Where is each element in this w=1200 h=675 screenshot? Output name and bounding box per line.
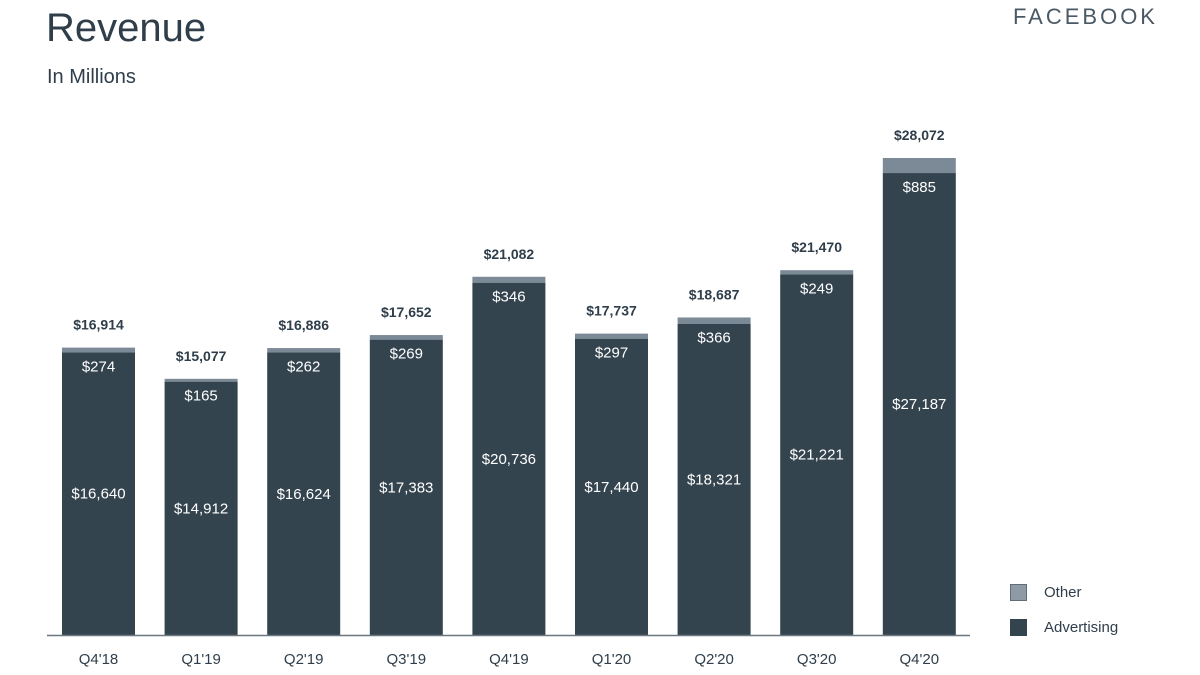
- x-tick-label: Q1'20: [592, 651, 632, 668]
- data-label-advertising: $16,640: [71, 486, 125, 503]
- bar-other: [575, 333, 648, 339]
- data-label-total: $28,072: [894, 127, 945, 143]
- data-label-total: $17,652: [381, 304, 432, 320]
- bar-advertising: [677, 323, 751, 635]
- data-label-other: $269: [390, 346, 423, 363]
- x-tick-label: Q4'18: [79, 651, 119, 668]
- x-tick-label: Q3'20: [797, 651, 837, 668]
- data-label-other: $346: [492, 289, 525, 306]
- bar-other: [882, 158, 956, 174]
- data-label-other: $262: [287, 359, 320, 376]
- data-label-advertising: $18,321: [687, 471, 741, 488]
- legend-item-advertising: Advertising: [1010, 618, 1118, 636]
- brand-logo: FACEBOOK: [1012, 4, 1158, 29]
- bar-advertising: [575, 338, 648, 635]
- bar-other: [164, 378, 238, 382]
- legend-swatch-other: [1010, 583, 1027, 601]
- data-label-total: $17,737: [586, 303, 637, 319]
- data-label-advertising: $16,624: [277, 486, 331, 503]
- data-label-other: $249: [800, 280, 833, 297]
- data-label-advertising: $17,383: [379, 479, 433, 496]
- data-label-advertising: $17,440: [584, 479, 638, 496]
- x-tick-label: Q2'19: [284, 651, 324, 668]
- chart-title: Revenue: [46, 6, 207, 50]
- bar-advertising: [472, 282, 546, 635]
- data-label-other: $297: [595, 345, 628, 362]
- x-tick-label: Q2'20: [694, 651, 734, 668]
- x-tick-label: Q1'19: [181, 651, 221, 668]
- legend-swatch-advertising: [1010, 618, 1027, 636]
- bar-advertising: [62, 352, 135, 635]
- chart-legend: Other Advertising: [1010, 583, 1118, 653]
- data-label-advertising: $14,912: [174, 500, 228, 517]
- bar-other: [780, 270, 854, 275]
- legend-label-other: Other: [1044, 583, 1082, 601]
- bar-other: [267, 348, 341, 353]
- data-label-other: $274: [82, 358, 115, 375]
- x-tick-label: Q3'19: [387, 651, 427, 668]
- bar-other: [369, 335, 443, 340]
- data-label-total: $16,914: [73, 317, 124, 333]
- legend-label-advertising: Advertising: [1044, 618, 1119, 636]
- data-label-total: $15,077: [176, 348, 227, 364]
- data-label-total: $18,687: [689, 286, 740, 302]
- bar-other: [472, 276, 546, 283]
- legend-item-other: Other: [1010, 583, 1118, 601]
- data-label-total: $16,886: [278, 317, 329, 333]
- chart-subtitle: In Millions: [47, 66, 136, 88]
- data-label-other: $165: [184, 388, 217, 405]
- data-label-total: $21,470: [791, 239, 842, 255]
- bar-other: [62, 347, 135, 353]
- bar-other: [677, 317, 751, 324]
- bar-advertising: [882, 173, 956, 635]
- bar-advertising: [780, 274, 854, 635]
- data-label-other: $366: [697, 330, 730, 347]
- bar-advertising: [369, 339, 443, 635]
- x-tick-label: Q4'20: [900, 651, 940, 668]
- data-label-other: $885: [903, 179, 936, 196]
- bar-advertising: [267, 352, 341, 635]
- data-label-advertising: $21,221: [790, 447, 844, 464]
- data-label-advertising: $27,187: [892, 396, 946, 413]
- bar-advertising: [164, 381, 238, 635]
- x-tick-label: Q4'19: [489, 651, 529, 668]
- data-label-total: $21,082: [484, 246, 535, 262]
- data-label-advertising: $20,736: [482, 451, 536, 468]
